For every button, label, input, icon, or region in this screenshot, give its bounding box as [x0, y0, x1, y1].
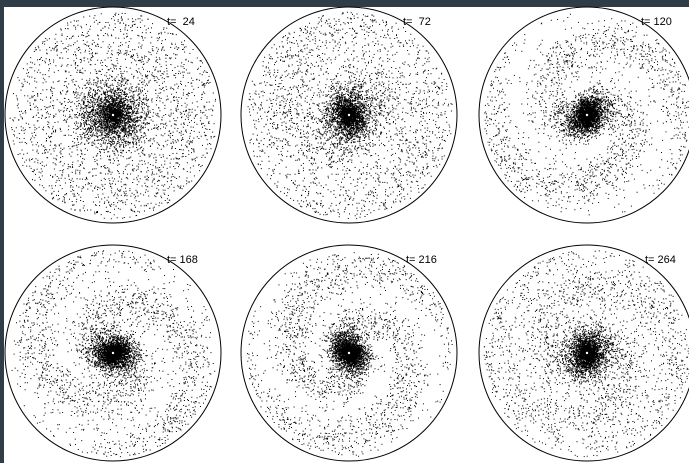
- center-marker: [347, 113, 351, 117]
- panel-t264: t= 264: [478, 244, 689, 462]
- disk-boundary: [478, 6, 689, 224]
- particle-field: [484, 13, 689, 216]
- panel-t24: t= 24: [4, 6, 222, 224]
- panel-t120: t= 120: [478, 6, 689, 224]
- center-marker: [585, 351, 589, 355]
- center-marker: [585, 113, 589, 117]
- time-label: t= 264: [645, 254, 676, 266]
- disk-boundary: [240, 244, 458, 462]
- particle-field: [9, 12, 216, 220]
- panel-t216: t= 216: [240, 244, 458, 462]
- particle-dots: [247, 252, 453, 457]
- disk-boundary: [240, 6, 458, 224]
- center-marker: [111, 351, 115, 355]
- disk-boundary: [4, 244, 222, 462]
- time-label: t= 216: [406, 254, 437, 266]
- panel-t72: t= 72: [240, 6, 458, 224]
- time-label: t= 120: [641, 16, 672, 28]
- panel-t168: t= 168: [4, 244, 222, 462]
- time-label: t= 168: [167, 254, 198, 266]
- particle-field: [247, 252, 453, 457]
- disk-boundary: [478, 244, 689, 462]
- center-marker: [347, 351, 351, 355]
- particle-field: [247, 11, 453, 220]
- time-label: t= 24: [167, 16, 195, 28]
- time-label: t= 72: [403, 16, 431, 28]
- particle-field: [11, 250, 216, 458]
- center-marker: [111, 113, 115, 117]
- particle-field: [483, 250, 689, 458]
- disk-boundary: [4, 6, 222, 224]
